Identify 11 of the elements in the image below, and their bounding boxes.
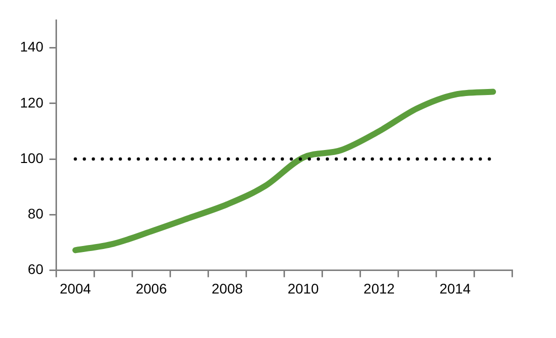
- x-tick-label: 2006: [136, 280, 168, 296]
- y-tick-label: 100: [20, 150, 44, 166]
- y-tick-label: 60: [28, 261, 44, 278]
- y-tick-label: 80: [28, 205, 44, 222]
- x-tick-label: 2014: [439, 280, 471, 296]
- x-tick-label: 2012: [364, 280, 395, 296]
- y-tick-label: 140: [20, 38, 44, 55]
- x-tick-label: 2008: [212, 280, 244, 296]
- y-tick-label: 120: [20, 94, 44, 110]
- x-tick-label: 2010: [288, 280, 319, 296]
- x-tick-label: 2004: [60, 280, 92, 296]
